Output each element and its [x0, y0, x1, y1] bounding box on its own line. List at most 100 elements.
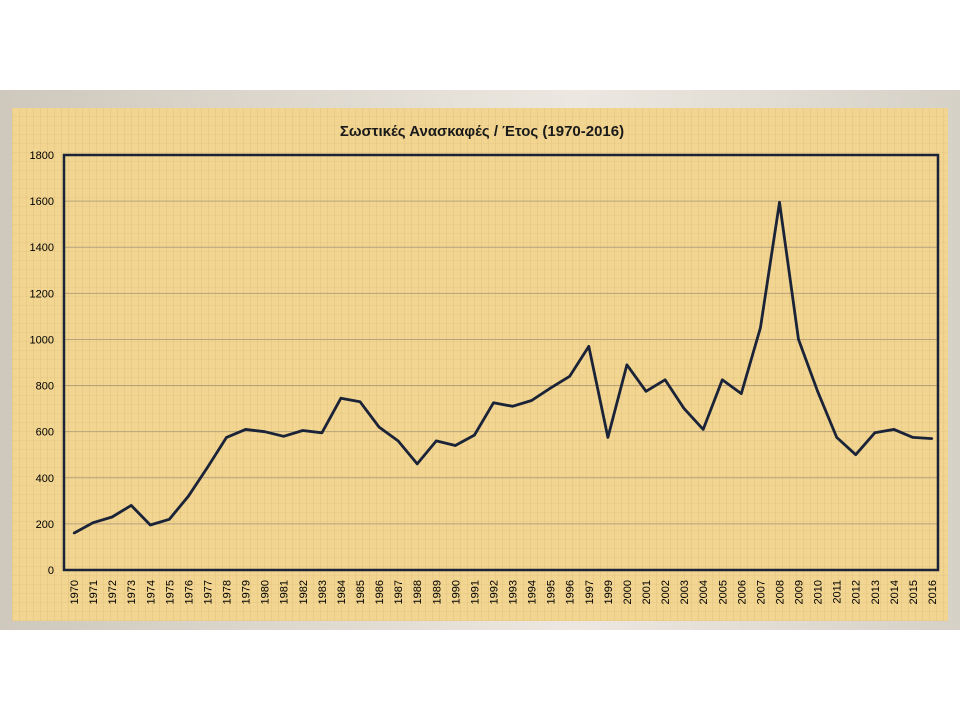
y-tick-label: 1800 [30, 150, 54, 162]
x-tick-label: 2016 [927, 580, 939, 604]
data-point [435, 439, 438, 443]
x-tick-label: 1970 [69, 580, 81, 604]
data-point [740, 392, 743, 395]
x-tick-label: 2015 [908, 580, 920, 604]
x-tick-label: 2008 [774, 580, 786, 604]
data-point [892, 428, 896, 431]
x-tick-label: 1971 [88, 580, 100, 604]
data-point [511, 405, 514, 408]
x-tick-label: 1995 [546, 580, 558, 604]
data-point [759, 326, 762, 330]
x-tick-label: 2011 [832, 580, 844, 604]
data-point [854, 453, 857, 456]
data-point [72, 531, 76, 535]
x-tick-label: 1990 [450, 580, 462, 604]
data-point [149, 523, 152, 527]
y-tick-label: 1400 [30, 242, 54, 254]
x-tick-label: 1984 [336, 580, 348, 604]
x-tick-label: 2013 [870, 580, 882, 604]
data-point [530, 399, 533, 402]
y-tick-label: 1600 [30, 196, 54, 208]
data-point [187, 495, 190, 498]
x-tick-label: 1979 [241, 580, 253, 604]
x-tick-label: 1993 [508, 580, 520, 604]
x-tick-label: 1977 [202, 580, 214, 604]
data-point [168, 518, 171, 521]
data-point [91, 521, 95, 524]
y-tick-label: 400 [36, 473, 54, 485]
x-tick-label: 1987 [393, 580, 405, 604]
x-tick-label: 2000 [622, 580, 634, 604]
data-point [778, 201, 781, 204]
y-axis-tick-labels: 0 200 400 600 800 1000 1200 1400 1600 1800 [30, 150, 54, 577]
line-chart: Σωστικές Ανασκαφές / Έτος (1970-2016) 0 2… [30, 123, 940, 604]
data-point [473, 433, 476, 437]
data-point [568, 375, 571, 378]
y-tick-label: 0 [48, 565, 54, 577]
x-tick-label: 1986 [374, 580, 386, 604]
data-point [377, 425, 381, 429]
data-point [282, 435, 285, 438]
data-point [454, 444, 457, 447]
data-point [625, 363, 629, 367]
x-tick-label: 2005 [717, 580, 729, 604]
data-point [873, 431, 876, 435]
x-tick-label: 1996 [565, 580, 577, 604]
x-axis-tick-labels: 1970 1971 1972 1973 1974 1975 1976 1977 1978 1979… [69, 580, 939, 604]
data-point [721, 378, 724, 381]
x-tick-label: 1978 [222, 580, 234, 604]
data-point [644, 390, 648, 393]
x-tick-label: 2012 [851, 580, 863, 604]
data-point [587, 345, 590, 348]
x-tick-label: 2004 [698, 580, 710, 604]
x-tick-label: 2001 [641, 580, 653, 604]
x-tick-label: 2014 [889, 580, 901, 604]
x-tick-label: 1980 [260, 580, 272, 604]
x-tick-label: 2009 [794, 580, 806, 604]
y-tick-label: 600 [36, 427, 54, 439]
x-tick-label: 1991 [469, 580, 481, 604]
x-tick-label: 2010 [813, 580, 825, 604]
chart-title: Σωστικές Ανασκαφές / Έτος (1970-2016) [340, 123, 624, 140]
data-point [606, 436, 610, 439]
data-point [244, 428, 247, 431]
data-point [416, 462, 419, 466]
x-tick-label: 2002 [660, 580, 672, 604]
x-tick-label: 1982 [298, 580, 310, 604]
x-tick-label: 2003 [679, 580, 691, 604]
series-line [73, 200, 933, 535]
data-point [225, 436, 228, 439]
plot-area-frame [62, 153, 940, 572]
data-point [663, 378, 667, 381]
data-point [396, 439, 400, 443]
data-point [835, 436, 838, 439]
data-point [206, 466, 209, 469]
x-tick-label: 1988 [412, 580, 424, 604]
data-point [263, 430, 266, 433]
x-tick-label: 1975 [164, 580, 176, 604]
y-tick-label: 1200 [30, 288, 54, 300]
x-tick-label: 2007 [755, 580, 767, 604]
data-point [339, 397, 343, 400]
data-point [911, 436, 915, 439]
x-tick-label: 1997 [584, 580, 596, 604]
x-tick-label: 2006 [736, 580, 748, 604]
data-point [816, 390, 819, 393]
x-tick-label: 1981 [279, 580, 291, 604]
data-point [549, 386, 552, 390]
data-point [110, 515, 114, 519]
data-point [320, 431, 324, 435]
data-point [130, 504, 133, 507]
x-tick-label: 1973 [126, 580, 138, 604]
data-point [358, 400, 362, 403]
x-tick-label: 1972 [107, 580, 119, 604]
data-point [301, 429, 304, 432]
series-lines [72, 200, 934, 535]
x-tick-label: 1976 [183, 580, 195, 604]
x-tick-label: 1974 [145, 580, 157, 604]
x-tick-label: 1985 [355, 580, 367, 604]
x-tick-label: 1992 [488, 580, 500, 604]
data-point [702, 428, 705, 431]
x-tick-label: 1983 [317, 580, 329, 604]
y-tick-label: 800 [36, 381, 54, 393]
